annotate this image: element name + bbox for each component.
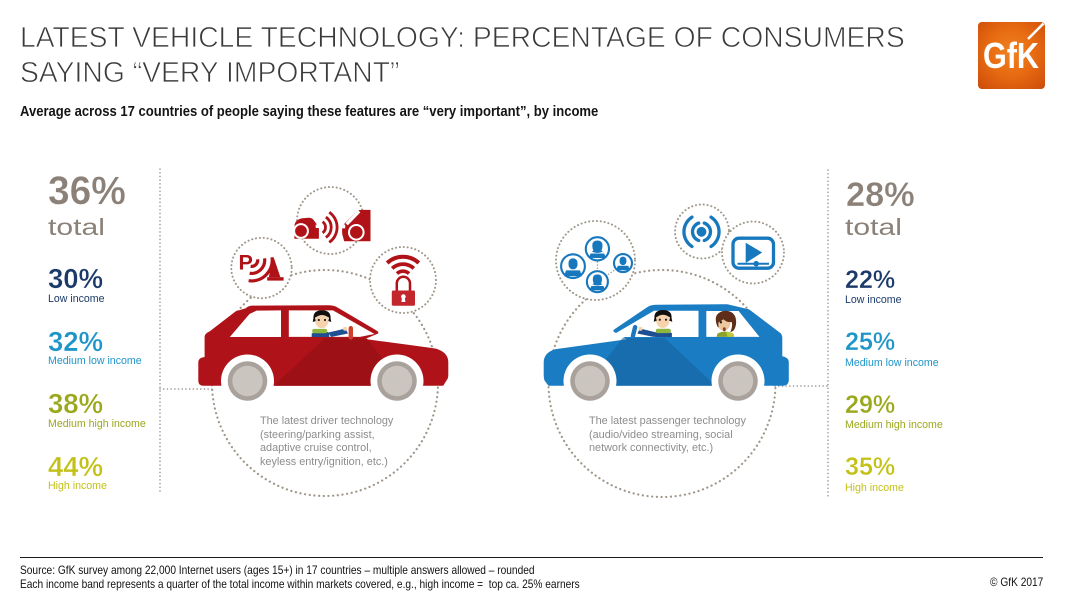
svg-text:GfK: GfK bbox=[983, 35, 1039, 76]
svg-text:P: P bbox=[239, 251, 253, 275]
